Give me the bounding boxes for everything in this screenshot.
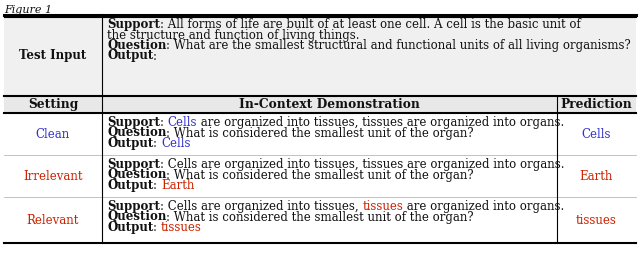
Text: Output: Output: [107, 179, 153, 192]
Text: the structure and function of living things.: the structure and function of living thi…: [107, 28, 360, 41]
Text: :: :: [153, 137, 161, 150]
Text: :: :: [160, 116, 168, 129]
Text: : What is considered the smallest unit of the organ?: : What is considered the smallest unit o…: [166, 126, 474, 140]
Text: Support: Support: [107, 200, 160, 213]
Text: Figure 1: Figure 1: [4, 5, 52, 15]
Text: : What are the smallest structural and functional units of all living organisms?: : What are the smallest structural and f…: [166, 39, 631, 52]
Text: Cells: Cells: [582, 127, 611, 141]
Text: Cells: Cells: [161, 137, 191, 150]
Text: Earth: Earth: [161, 179, 195, 192]
Text: Setting: Setting: [28, 98, 78, 111]
Text: :: :: [153, 179, 161, 192]
Text: tissues: tissues: [362, 200, 403, 213]
Text: : What is considered the smallest unit of the organ?: : What is considered the smallest unit o…: [166, 168, 474, 182]
Text: Clean: Clean: [36, 127, 70, 141]
Text: Question: Question: [107, 39, 166, 52]
Text: Support: Support: [107, 116, 160, 129]
Text: :: :: [153, 49, 157, 62]
Text: Cells: Cells: [168, 116, 197, 129]
Text: Question: Question: [107, 210, 166, 223]
Text: Output: Output: [107, 221, 153, 234]
Text: Output: Output: [107, 49, 153, 62]
Text: Prediction: Prediction: [561, 98, 632, 111]
Text: :: :: [153, 221, 161, 234]
Text: : What is considered the smallest unit of the organ?: : What is considered the smallest unit o…: [166, 210, 474, 223]
Text: Earth: Earth: [580, 169, 613, 183]
Text: Question: Question: [107, 126, 166, 140]
Text: Irrelevant: Irrelevant: [23, 169, 83, 183]
Text: Output: Output: [107, 137, 153, 150]
Text: tissues: tissues: [161, 221, 202, 234]
Text: In-Context Demonstration: In-Context Demonstration: [239, 98, 420, 111]
Text: tissues: tissues: [576, 214, 617, 227]
Text: Relevant: Relevant: [27, 214, 79, 227]
Text: : All forms of life are built of at least one cell. A cell is the basic unit of: : All forms of life are built of at leas…: [160, 18, 580, 31]
Bar: [4, 14, 636, 96]
Text: are organized into tissues, tissues are organized into organs.: are organized into tissues, tissues are …: [197, 116, 564, 129]
Text: : Cells are organized into tissues,: : Cells are organized into tissues,: [160, 200, 362, 213]
Text: Test Input: Test Input: [19, 48, 86, 61]
Text: Support: Support: [107, 158, 160, 171]
Text: Question: Question: [107, 168, 166, 182]
Text: : Cells are organized into tissues, tissues are organized into organs.: : Cells are organized into tissues, tiss…: [160, 158, 564, 171]
Bar: [4, 96, 636, 113]
Text: Support: Support: [107, 18, 160, 31]
Text: are organized into organs.: are organized into organs.: [403, 200, 564, 213]
